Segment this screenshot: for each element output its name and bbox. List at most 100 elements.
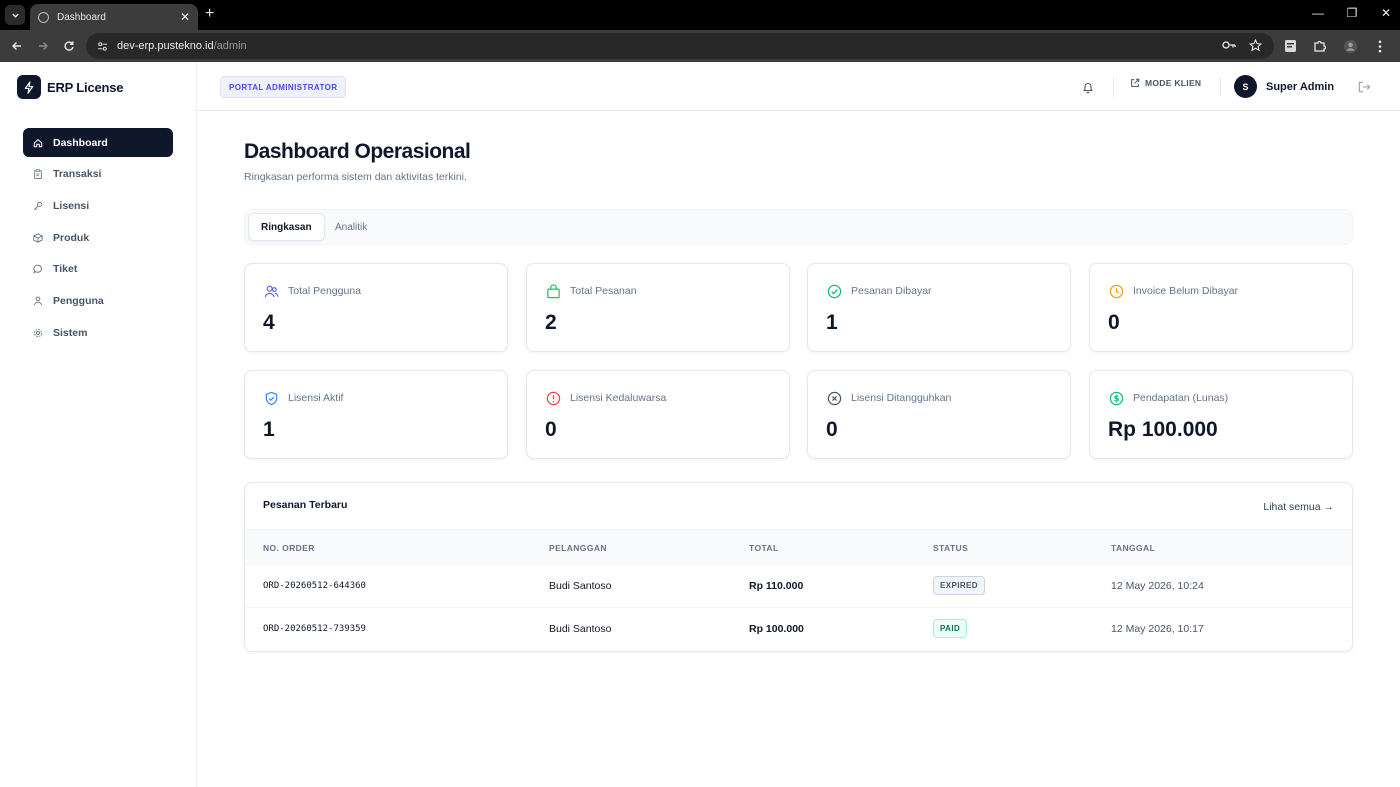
stat-label: Lisensi Ditangguhkan <box>851 392 952 404</box>
stat-label: Total Pesanan <box>570 285 637 297</box>
svg-text:$: $ <box>1113 393 1119 403</box>
browser-menu-icon[interactable] <box>1372 38 1388 54</box>
stat-label: Total Pengguna <box>288 285 361 297</box>
order-total: Rp 100.000 <box>749 623 804 635</box>
user-name: Super Admin <box>1266 80 1335 93</box>
box-icon <box>33 232 43 243</box>
globe-icon <box>38 11 49 23</box>
recent-orders-panel: Pesanan Terbaru Lihat semua → NO. ORDER … <box>244 482 1353 652</box>
browser-tab[interactable]: Dashboard ✕ <box>30 4 198 30</box>
site-settings-icon[interactable] <box>96 40 108 52</box>
shopping-bag-icon <box>545 283 561 299</box>
stat-card-lisensi-aktif: Lisensi Aktif 1 <box>244 370 508 459</box>
stat-card-total-pengguna: Total Pengguna 4 <box>244 263 508 352</box>
stat-label: Invoice Belum Dibayar <box>1133 285 1239 297</box>
order-date: 12 May 2026, 10:24 <box>1111 580 1204 592</box>
order-number: ORD-20260512-739359 <box>263 624 366 634</box>
home-icon <box>33 138 43 148</box>
browser-toolbar: dev-erp.pustekno.id/admin <box>0 30 1400 62</box>
table-row[interactable]: ORD-20260512-644360 Budi Santoso Rp 110.… <box>245 565 1352 608</box>
divider <box>1220 77 1221 97</box>
column-header: TANGGAL <box>1111 543 1156 553</box>
sidebar-item-dashboard[interactable]: Dashboard <box>23 128 173 157</box>
mode-klien-link[interactable]: MODE KLIEN <box>1130 78 1201 88</box>
sidebar-item-label: Lisensi <box>53 199 90 212</box>
stat-value: 0 <box>545 418 557 441</box>
bell-icon[interactable] <box>1081 80 1095 94</box>
stat-value: 0 <box>826 418 838 441</box>
key-icon <box>33 201 43 211</box>
shield-check-icon <box>263 390 279 406</box>
minimize-button[interactable]: — <box>1312 6 1324 20</box>
divider <box>1113 77 1114 97</box>
stat-label: Lisensi Kedaluwarsa <box>570 392 667 404</box>
topbar: PORTAL ADMINISTRATOR MODE KLIEN S Super … <box>197 62 1400 111</box>
sidebar-item-produk[interactable]: Produk <box>23 223 173 252</box>
reload-icon <box>64 41 74 51</box>
stat-label: Pendapatan (Lunas) <box>1133 392 1229 404</box>
chat-icon <box>33 264 43 275</box>
alert-circle-icon <box>545 390 561 406</box>
table-row[interactable]: ORD-20260512-739359 Budi Santoso Rp 100.… <box>245 608 1352 651</box>
extension-notes-icon[interactable] <box>1282 38 1298 54</box>
sidebar-item-pengguna[interactable]: Pengguna <box>23 286 173 315</box>
new-tab-button[interactable]: + <box>205 5 215 22</box>
sidebar-item-lisensi[interactable]: Lisensi <box>23 191 173 220</box>
extensions-puzzle-icon[interactable] <box>1312 38 1328 54</box>
see-all-link[interactable]: Lihat semua → <box>1263 501 1334 513</box>
check-circle-icon <box>826 283 842 299</box>
x-circle-icon <box>826 390 842 406</box>
tab-search-button[interactable] <box>5 5 25 25</box>
restore-button[interactable]: ❐ <box>1346 6 1358 20</box>
profile-icon[interactable] <box>1342 38 1358 54</box>
users-icon <box>263 283 279 299</box>
sidebar-item-label: Transaksi <box>53 168 102 181</box>
reload-button[interactable] <box>61 38 77 54</box>
close-window-button[interactable]: ✕ <box>1380 6 1392 20</box>
sidebar-nav: Dashboard Transaksi Lisensi Produk Tiket… <box>23 128 173 350</box>
password-key-icon[interactable] <box>1222 38 1236 52</box>
order-date: 12 May 2026, 10:17 <box>1111 623 1204 635</box>
stat-value: 2 <box>545 311 557 334</box>
gear-icon <box>33 328 43 338</box>
back-button[interactable] <box>9 38 25 54</box>
clipboard-icon <box>33 169 43 180</box>
stat-card-pesanan-dibayar: Pesanan Dibayar 1 <box>807 263 1071 352</box>
logout-icon[interactable] <box>1357 80 1371 94</box>
column-header: PELANGGAN <box>549 543 607 553</box>
browser-tab-strip: Dashboard ✕ + — ❐ ✕ <box>0 0 1400 30</box>
avatar: S <box>1234 75 1257 98</box>
order-number: ORD-20260512-644360 <box>263 581 366 591</box>
bookmark-star-icon[interactable] <box>1248 38 1262 52</box>
arrow-right-icon <box>39 42 48 50</box>
sidebar-item-label: Pengguna <box>53 294 104 307</box>
tab-list: Ringkasan Analitik <box>244 209 1353 245</box>
external-link-icon <box>1130 78 1140 88</box>
stat-label: Pesanan Dibayar <box>851 285 932 297</box>
stat-value: Rp 100.000 <box>1108 418 1218 441</box>
sidebar-item-label: Dashboard <box>53 136 108 149</box>
table-header: NO. ORDER PELANGGAN TOTAL STATUS TANGGAL <box>245 529 1352 565</box>
sidebar-item-label: Produk <box>53 231 90 244</box>
sidebar-item-label: Sistem <box>53 326 88 339</box>
close-tab-icon[interactable]: ✕ <box>179 10 190 24</box>
order-total: Rp 110.000 <box>749 580 804 592</box>
column-header: TOTAL <box>749 543 779 553</box>
sidebar-item-transaksi[interactable]: Transaksi <box>23 160 173 189</box>
stat-card-lisensi-ditangguhkan: Lisensi Ditangguhkan 0 <box>807 370 1071 459</box>
forward-button[interactable] <box>35 38 51 54</box>
stat-value: 0 <box>1108 311 1120 334</box>
stat-label: Lisensi Aktif <box>288 392 344 404</box>
sidebar-item-sistem[interactable]: Sistem <box>23 318 173 347</box>
lightning-bolt-icon <box>17 75 41 99</box>
user-menu[interactable]: S Super Admin <box>1234 75 1334 98</box>
chevron-down-icon <box>11 13 19 18</box>
tab-analitik[interactable]: Analitik <box>335 221 368 233</box>
sidebar-item-tiket[interactable]: Tiket <box>23 255 173 284</box>
address-bar[interactable]: dev-erp.pustekno.id/admin <box>86 33 1274 59</box>
tab-ringkasan[interactable]: Ringkasan <box>248 213 325 241</box>
brand[interactable]: ERP License <box>17 75 124 99</box>
app-root: ERP License Dashboard Transaksi Lisensi … <box>0 62 1400 787</box>
brand-name: ERP License <box>47 79 124 95</box>
panel-title: Pesanan Terbaru <box>263 499 348 511</box>
